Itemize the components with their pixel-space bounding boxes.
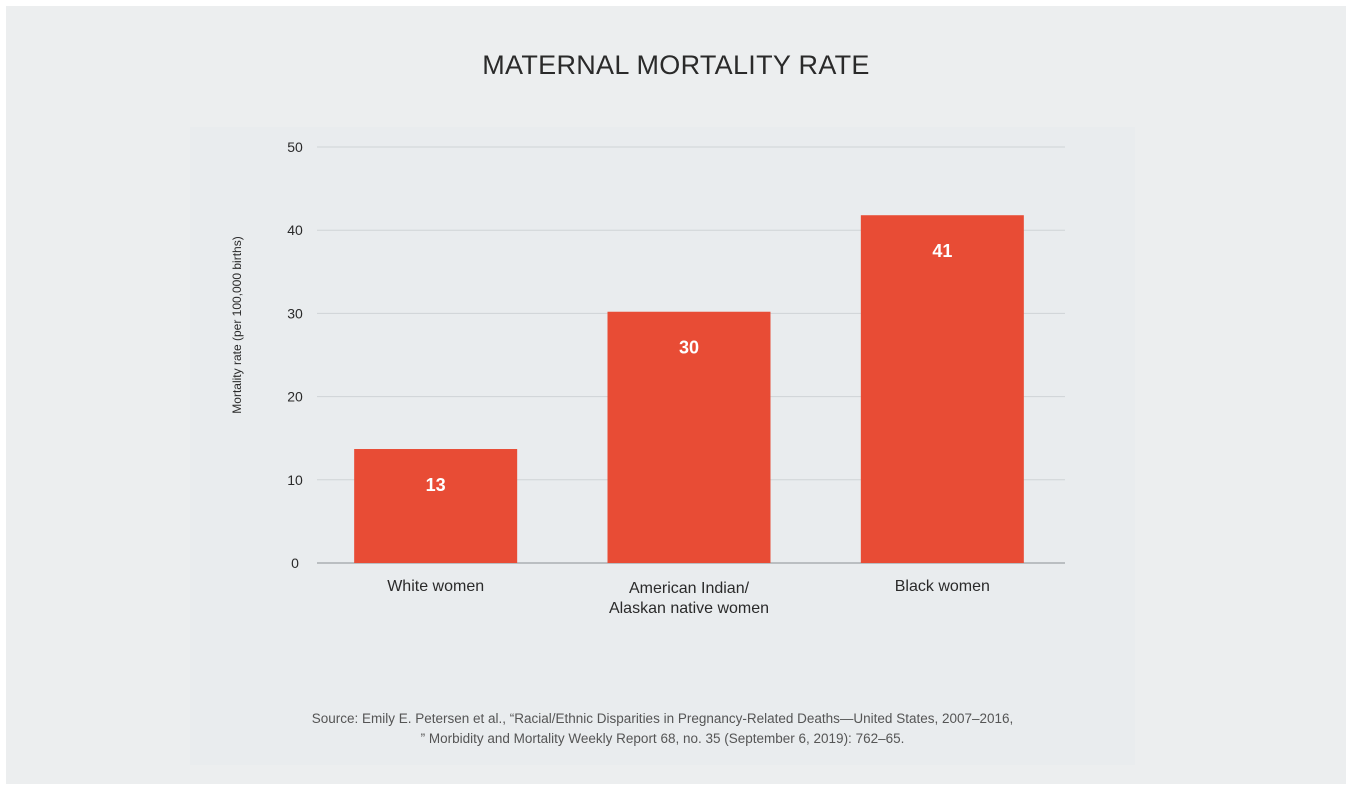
source-line-2: ” Morbidity and Mortality Weekly Report … [420,731,905,746]
y-tick-label-0: 0 [291,555,299,571]
x-tick-label-3: Black women [895,578,990,595]
source-line-1: Source: Emily E. Petersen et al., “Racia… [311,711,1014,726]
x-tick-label-2-line-2: Alaskan native women [609,600,769,617]
y-tick-label-30: 30 [287,305,303,321]
x-tick-label-2-line-1: American Indian/ [629,580,750,597]
chart-title: MATERNAL MORTALITY RATE [482,50,870,80]
y-tick-label-40: 40 [287,222,303,238]
y-tick-label-10: 10 [287,472,303,488]
y-tick-label-20: 20 [287,389,303,405]
bar-value-label-3: 41 [932,241,952,261]
bar-value-label-2: 30 [679,338,699,358]
bar-1 [354,449,518,563]
bar-value-label-1: 13 [426,475,446,495]
bar-3 [860,215,1024,563]
source-citation: Source: Emily E. Petersen et al., “Racia… [190,709,1135,749]
x-tick-label-1: White women [387,578,484,595]
bar-2 [607,311,771,563]
y-tick-label-50: 50 [287,139,303,155]
y-axis-label: Mortality rate (per 100,000 births) [230,236,244,414]
